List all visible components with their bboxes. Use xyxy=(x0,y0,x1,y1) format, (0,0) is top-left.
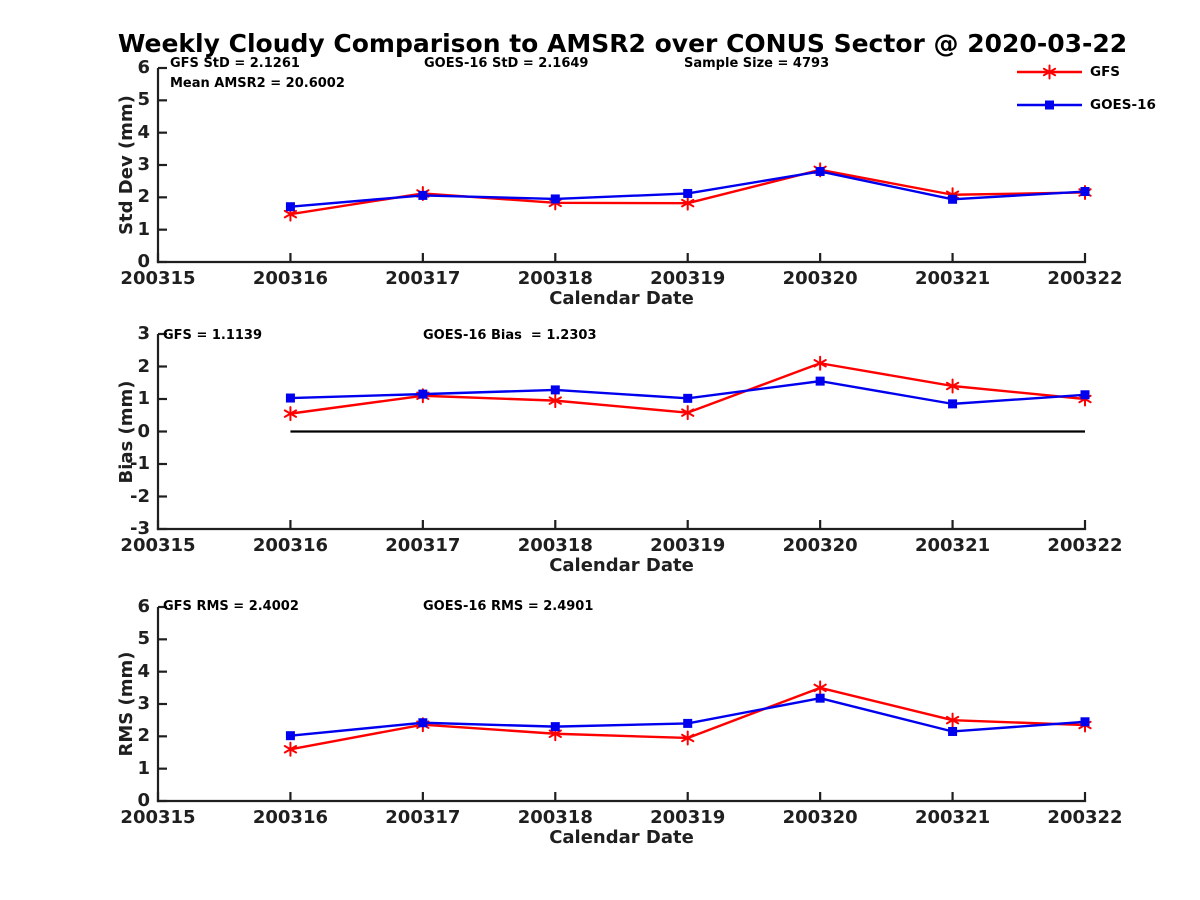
square-marker xyxy=(550,385,560,395)
square-marker xyxy=(815,166,825,176)
square-marker xyxy=(948,726,958,736)
square-marker xyxy=(1080,717,1090,727)
figure-title: Weekly Cloudy Comparison to AMSR2 over C… xyxy=(117,29,1128,58)
asterisk-marker xyxy=(813,683,827,693)
asterisk-marker xyxy=(813,359,827,368)
square-marker xyxy=(285,731,295,741)
asterisk-marker xyxy=(681,198,695,208)
asterisk-marker xyxy=(1042,67,1057,77)
square-marker xyxy=(550,722,560,732)
series-line-goes-16 xyxy=(290,696,1086,737)
square-marker xyxy=(550,194,560,204)
asterisk-marker xyxy=(548,396,562,405)
asterisk-marker xyxy=(945,715,960,725)
square-marker xyxy=(948,194,958,204)
asterisk-marker xyxy=(283,409,298,418)
asterisk-marker xyxy=(548,729,562,738)
square-marker xyxy=(948,399,958,409)
square-marker xyxy=(1080,390,1090,400)
square-marker xyxy=(285,393,295,403)
square-marker xyxy=(1045,100,1054,110)
square-marker xyxy=(285,202,295,212)
asterisk-marker xyxy=(681,733,695,743)
square-marker xyxy=(815,376,825,386)
square-marker xyxy=(683,188,693,198)
square-marker xyxy=(683,718,693,728)
asterisk-marker xyxy=(283,209,298,219)
asterisk-marker xyxy=(283,745,298,754)
asterisk-marker xyxy=(681,408,695,417)
square-marker xyxy=(815,693,825,703)
square-marker xyxy=(418,190,428,200)
square-marker xyxy=(418,389,428,399)
square-marker xyxy=(683,393,693,403)
asterisk-marker xyxy=(945,381,960,391)
square-marker xyxy=(1080,187,1090,197)
square-marker xyxy=(418,718,428,728)
